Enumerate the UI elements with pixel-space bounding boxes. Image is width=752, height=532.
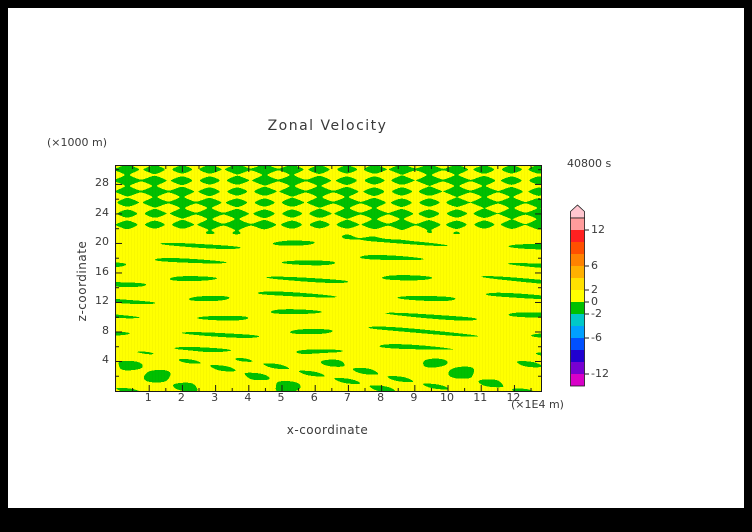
- colorbar-label: -6: [591, 331, 602, 344]
- x-tick-label: 7: [343, 391, 351, 404]
- x-tick-label: 5: [277, 391, 285, 404]
- y-tick-label: 8: [102, 323, 109, 337]
- colorbar-segment: [570, 374, 585, 386]
- colorbar-segment: [570, 290, 585, 302]
- colorbar-segment: [570, 230, 585, 242]
- y-axis-label: z-coordinate: [75, 240, 89, 322]
- y-tick-label: 4: [102, 353, 109, 367]
- colorbar-overflow-cap: [570, 204, 585, 219]
- colorbar-segment: [570, 266, 585, 278]
- y-tick-label: 24: [95, 205, 109, 219]
- x-tick-label: 2: [177, 391, 185, 404]
- colorbar-outline: [570, 217, 585, 387]
- colorbar-segment: [570, 350, 585, 362]
- x-tick-label: 8: [377, 391, 385, 404]
- plot-title: Zonal Velocity: [267, 118, 388, 134]
- colorbar-segment: [570, 278, 585, 290]
- axis-ticks: [116, 166, 541, 391]
- colorbar-label: -12: [591, 367, 609, 380]
- x-tick-label: 6: [310, 391, 318, 404]
- colorbar-segment: [570, 362, 585, 374]
- colorbar-segment: [570, 254, 585, 266]
- x-tick-label: 10: [440, 391, 455, 404]
- x-axis-units: (×1E4 m): [511, 398, 564, 411]
- colorbar-segment: [570, 338, 585, 350]
- x-tick-label: 4: [244, 391, 252, 404]
- y-tick-label: 12: [95, 294, 109, 308]
- colorbar-segment: [570, 302, 585, 314]
- y-tick-label: 20: [95, 235, 109, 249]
- colorbar-label: 12: [591, 223, 605, 236]
- colorbar-segment: [570, 326, 585, 338]
- colorbar-segment: [570, 218, 585, 230]
- colorbar: [570, 204, 589, 387]
- velocity-field-canvas: [116, 166, 541, 391]
- x-tick-label: 12: [506, 391, 521, 404]
- y-tick-label: 16: [95, 264, 109, 278]
- colorbar-label: -2: [591, 307, 602, 320]
- x-tick-label: 3: [211, 391, 219, 404]
- plot-area: [115, 165, 542, 392]
- x-axis-label: x-coordinate: [286, 423, 369, 437]
- y-tick-label: 28: [95, 176, 109, 190]
- colorbar-segment: [570, 314, 585, 326]
- colorbar-label: 2: [591, 283, 598, 296]
- y-axis-units: (×1000 m): [47, 136, 108, 149]
- time-label: 40800 s: [567, 157, 612, 170]
- colorbar-label: 0: [591, 295, 598, 308]
- x-tick-label: 9: [410, 391, 418, 404]
- x-tick-label: 11: [473, 391, 488, 404]
- x-tick-label: 1: [144, 391, 152, 404]
- colorbar-segment: [570, 242, 585, 254]
- colorbar-label: 6: [591, 259, 598, 272]
